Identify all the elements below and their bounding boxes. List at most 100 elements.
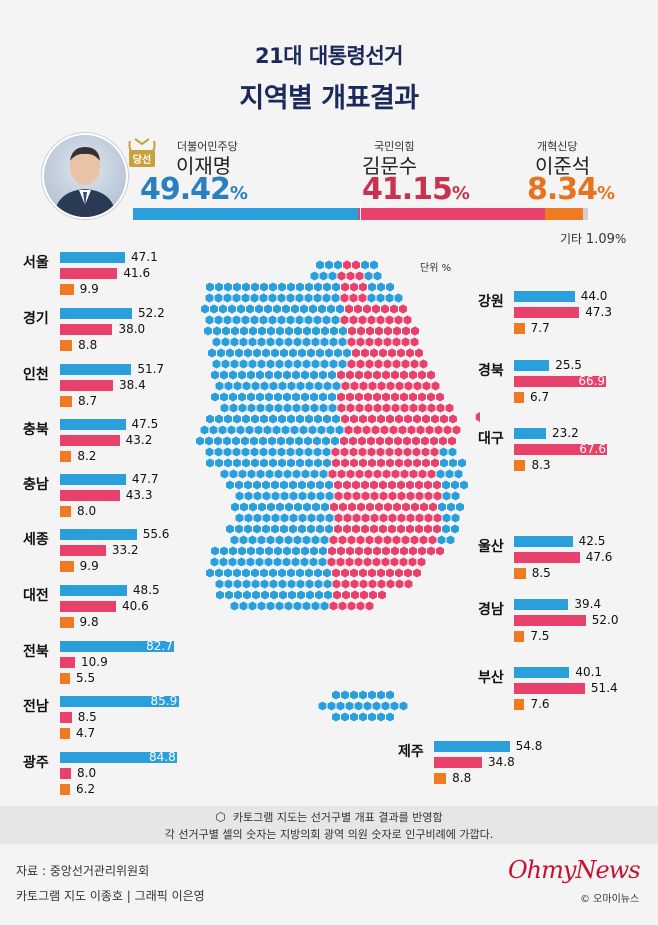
candidate-1-name: 이재명 xyxy=(176,154,232,178)
map-cell xyxy=(450,512,461,524)
map-cell xyxy=(208,424,219,436)
map-cell xyxy=(346,600,357,612)
map-cell xyxy=(435,402,446,414)
map-cell xyxy=(221,325,231,337)
map-cell xyxy=(331,380,342,392)
map-cell xyxy=(240,292,251,304)
region-value: 9.9 xyxy=(79,282,99,296)
map-cell xyxy=(378,490,389,502)
region-value: 43.2 xyxy=(125,433,153,447)
map-cell xyxy=(405,347,415,359)
map-cell xyxy=(293,325,303,337)
map-cell xyxy=(403,457,413,469)
map-cell xyxy=(351,347,361,359)
map-cell xyxy=(318,270,329,282)
map-cell xyxy=(320,501,330,513)
region-bar xyxy=(514,552,580,563)
map-cell xyxy=(337,534,348,546)
map-cell xyxy=(336,270,347,282)
map-cell xyxy=(415,424,426,436)
candidate-3-name: 이준석 xyxy=(535,154,591,178)
region-value: 55.6 xyxy=(142,527,170,541)
map-cell xyxy=(369,490,380,502)
map-cell xyxy=(349,567,359,579)
map-cell xyxy=(219,468,230,480)
candidate-3-pct: 8.34% xyxy=(527,172,615,207)
region-value: 9.8 xyxy=(79,615,99,629)
map-cell xyxy=(335,556,346,568)
map-cell xyxy=(295,380,306,392)
map-cell xyxy=(229,336,240,348)
map-cell xyxy=(405,490,416,502)
map-cell xyxy=(384,314,395,326)
region-bar xyxy=(514,599,569,610)
map-cell-jeju xyxy=(362,700,373,712)
map-cell xyxy=(252,512,263,524)
map-cell xyxy=(254,303,264,315)
map-cell xyxy=(331,413,341,425)
map-cell xyxy=(441,523,451,535)
map-cell xyxy=(239,325,249,337)
map-cell xyxy=(390,369,400,381)
map-cell xyxy=(407,556,418,568)
map-cell xyxy=(336,468,347,480)
map-cell xyxy=(304,578,315,590)
region-name: 충북 xyxy=(23,422,49,438)
map-cell xyxy=(313,578,324,590)
map-cell xyxy=(205,457,215,469)
map-cell xyxy=(448,413,458,425)
map-cell xyxy=(378,512,389,524)
map-cell xyxy=(230,325,240,337)
map-cell xyxy=(310,336,321,348)
map-cell xyxy=(343,424,354,436)
region-value: 8.8 xyxy=(78,338,98,352)
map-cell xyxy=(234,512,245,524)
map-cell xyxy=(276,435,286,447)
map-cell xyxy=(351,490,362,502)
others-share: 기타 1.09% xyxy=(560,232,627,247)
map-cell xyxy=(211,336,222,348)
map-cell xyxy=(327,468,338,480)
map-cell xyxy=(294,314,305,326)
map-cell xyxy=(401,501,411,513)
map-cell xyxy=(385,578,396,590)
map-cell xyxy=(359,589,369,601)
hexagon-icon: ⬡ xyxy=(215,810,226,824)
map-cell xyxy=(340,380,351,392)
map-cell xyxy=(411,435,421,447)
map-cell xyxy=(376,281,386,293)
map-cell xyxy=(223,380,234,392)
map-cell xyxy=(231,435,241,447)
map-cell xyxy=(231,446,242,458)
map-cell xyxy=(252,523,262,535)
map-cell xyxy=(285,314,296,326)
map-cell xyxy=(310,534,321,546)
map-cell xyxy=(229,358,240,370)
map-cell xyxy=(405,512,416,524)
map-cell xyxy=(387,523,397,535)
map-cell xyxy=(438,446,449,458)
map-cell xyxy=(432,523,442,535)
map-cell xyxy=(277,578,288,590)
map-cell xyxy=(393,435,403,447)
map-cell xyxy=(441,490,452,502)
unit-label: 단위 % xyxy=(420,263,452,274)
map-cell xyxy=(420,446,431,458)
map-cell xyxy=(374,325,384,337)
map-cell xyxy=(383,501,393,513)
map-cell xyxy=(333,259,343,271)
region-value: 7.6 xyxy=(530,697,550,711)
map-cell xyxy=(210,369,220,381)
map-cell xyxy=(356,325,366,337)
map-cell xyxy=(226,424,237,436)
map-cell-jeju xyxy=(398,700,409,712)
map-cell xyxy=(444,402,455,414)
map-cell xyxy=(299,556,310,568)
map-cell xyxy=(256,336,267,348)
map-cell xyxy=(303,314,314,326)
map-cell-jeju xyxy=(331,689,341,701)
map-cell xyxy=(327,270,338,282)
map-cell xyxy=(284,501,294,513)
map-cell xyxy=(349,457,359,469)
region-bar xyxy=(514,444,608,455)
